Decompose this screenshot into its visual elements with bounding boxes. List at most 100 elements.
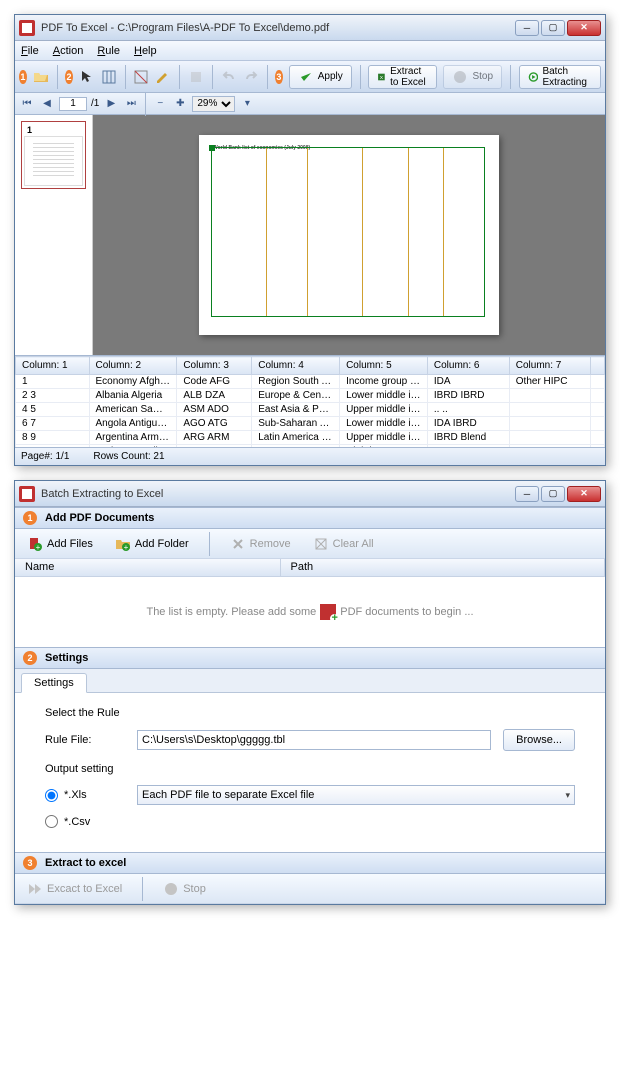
page-thumbnail[interactable]: 1 [21,121,86,189]
thumbnail-preview [24,136,83,186]
minimize-button[interactable]: ─ [515,486,539,502]
pointer-icon[interactable] [79,67,95,87]
column-header[interactable]: Column: 6 [427,357,509,375]
pdf-to-excel-window: PDF To Excel - C:\Program Files\A-PDF To… [14,14,606,466]
column-header[interactable]: Column: 3 [177,357,252,375]
table-row[interactable]: 8 9Argentina Arme...ARG ARMLatin America… [16,431,605,445]
document-view[interactable]: World Bank list of economies (July 2008) [93,115,605,355]
window-title: Batch Extracting to Excel [41,488,515,500]
output-mode-dropdown[interactable]: Each PDF file to separate Excel file [137,785,575,805]
last-page-icon[interactable]: ⏭ [123,96,139,112]
zoom-select[interactable]: 29% [192,96,235,112]
titlebar[interactable]: PDF To Excel - C:\Program Files\A-PDF To… [15,15,605,41]
settings-tabstrip: Settings [15,669,605,693]
selection-box[interactable] [211,147,485,317]
batch-extracting-window: Batch Extracting to Excel ─ ▢ ✕ 1 Add PD… [14,480,606,905]
window-title: PDF To Excel - C:\Program Files\A-PDF To… [41,22,515,34]
zoom-out-icon[interactable]: − [152,96,168,112]
menubar: File Action Rule Help [15,41,605,61]
remove-button[interactable]: Remove [226,534,295,554]
minimize-button[interactable]: ─ [515,20,539,36]
page-navbar: ⏮ ◀ /1 ▶ ⏭ − ✚ 29% ▾ [15,93,605,115]
undo-icon[interactable] [221,67,237,87]
close-button[interactable]: ✕ [567,486,601,502]
file-list-empty: The list is empty. Please add some PDF d… [15,577,605,647]
csv-radio[interactable] [45,815,58,828]
main-toolbar: 1 2 3 Apply XExtract to Excel Stop Batch… [15,61,605,93]
table-row[interactable]: 2 3Albania AlgeriaALB DZAEurope & Centr.… [16,389,605,403]
zoom-dropdown-icon[interactable]: ▾ [239,96,255,112]
extract-to-excel-button[interactable]: Excact to Excel [23,879,126,899]
section-2-header: 2 Settings [15,647,605,669]
status-bar: Page#: 1/1 Rows Count: 21 [15,447,605,465]
stop-button[interactable]: Stop [159,879,210,899]
apply-button[interactable]: Apply [289,65,352,89]
close-button[interactable]: ✕ [567,20,601,36]
browse-button[interactable]: Browse... [503,729,575,751]
column-header[interactable]: Column: 2 [89,357,177,375]
csv-radio-label[interactable]: *.Csv [45,815,125,828]
next-page-icon[interactable]: ▶ [103,96,119,112]
step-1-badge: 1 [23,511,37,525]
step-2-badge: 2 [65,70,73,84]
section-1-header: 1 Add PDF Documents [15,507,605,529]
app-icon [19,486,35,502]
menu-file[interactable]: File [21,45,39,57]
menu-action[interactable]: Action [53,45,84,57]
rule-file-label: Rule File: [45,734,125,746]
step-1-badge: 1 [19,70,27,84]
pdf-page: World Bank list of economies (July 2008) [199,135,499,335]
col-name[interactable]: Name [15,559,281,576]
xls-radio[interactable] [45,789,58,802]
grid-icon[interactable] [101,67,117,87]
settings-panel: Select the Rule Rule File: Browse... Out… [15,693,605,852]
add-folder-button[interactable]: +Add Folder [111,534,193,554]
svg-text:+: + [124,543,129,552]
col-path[interactable]: Path [281,559,606,576]
titlebar[interactable]: Batch Extracting to Excel ─ ▢ ✕ [15,481,605,507]
redo-icon[interactable] [243,67,259,87]
delete-icon[interactable] [188,67,204,87]
column-header[interactable]: Column: 5 [340,357,428,375]
work-area: 1 World Bank list of economies (July 200… [15,115,605,355]
open-folder-icon[interactable] [33,67,49,87]
table-row[interactable]: 1Economy Afgha...Code AFGRegion South As… [16,375,605,389]
clear-all-button[interactable]: Clear All [309,534,378,554]
zoom-in-icon[interactable]: ✚ [172,96,188,112]
step-3-badge: 3 [23,856,37,870]
maximize-button[interactable]: ▢ [541,486,565,502]
extract-toolbar: Excact to Excel Stop [15,874,605,904]
xls-radio-label[interactable]: *.Xls [45,789,125,802]
status-rows: Rows Count: 21 [93,451,164,462]
rule-file-input[interactable] [137,730,491,750]
first-page-icon[interactable]: ⏮ [19,96,35,112]
settings-tab[interactable]: Settings [21,673,87,693]
table-row[interactable]: 4 5American Samo...ASM ADOEast Asia & Pa… [16,403,605,417]
adjust-icon[interactable] [133,67,149,87]
stop-button[interactable]: Stop [443,65,502,89]
app-icon [19,20,35,36]
add-docs-toolbar: +Add Files +Add Folder Remove Clear All [15,529,605,559]
column-header[interactable]: Column: 4 [252,357,340,375]
menu-rule[interactable]: Rule [97,45,120,57]
maximize-button[interactable]: ▢ [541,20,565,36]
select-rule-label: Select the Rule [45,707,575,719]
column-header[interactable]: Column: 1 [16,357,90,375]
page-number-input[interactable] [59,97,87,111]
thumbnail-pane: 1 [15,115,93,355]
extract-to-excel-button[interactable]: XExtract to Excel [368,65,437,89]
column-header[interactable]: Column: 7 [509,357,590,375]
file-list-header: Name Path [15,559,605,577]
pdf-add-icon [320,604,336,620]
step-3-badge: 3 [275,70,283,84]
add-files-button[interactable]: +Add Files [23,534,97,554]
menu-help[interactable]: Help [134,45,157,57]
table-row[interactable]: 6 7Angola Antigua ...AGO ATGSub-Saharan … [16,417,605,431]
status-page: Page#: 1/1 [21,451,69,462]
prev-page-icon[interactable]: ◀ [39,96,55,112]
data-grid[interactable]: Column: 1Column: 2Column: 3Column: 4Colu… [15,355,605,447]
section-3-header: 3 Extract to excel [15,852,605,874]
batch-extracting-button[interactable]: Batch Extracting [519,65,601,89]
svg-text:+: + [36,543,41,552]
edit-icon[interactable] [155,67,171,87]
